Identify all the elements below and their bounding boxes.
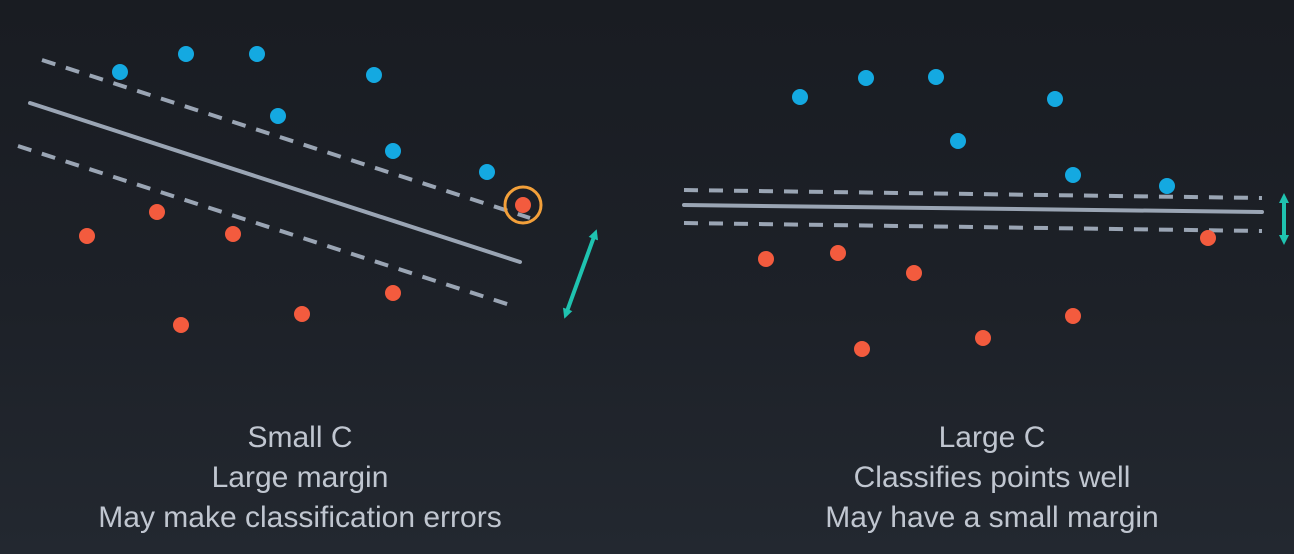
small-c-red-point: [173, 317, 189, 333]
large-c-margin-line: [683, 188, 1263, 200]
large-c-blue-point: [1047, 91, 1063, 107]
small-c-red-point: [225, 226, 241, 242]
large-c-red-point: [906, 265, 922, 281]
large-c-caption: Large C Classifies points well May have …: [692, 418, 1292, 538]
small-c-blue-point: [366, 67, 382, 83]
small-c-blue-point: [385, 143, 401, 159]
large-c-blue-point: [1065, 167, 1081, 183]
large-c-red-point: [975, 330, 991, 346]
small-c-blue-point: [249, 46, 265, 62]
small-c-red-point: [294, 306, 310, 322]
large-c-red-point: [1065, 308, 1081, 324]
small-c-red-point: [515, 197, 531, 213]
large-c-red-point: [830, 245, 846, 261]
small-c-blue-point: [178, 46, 194, 62]
small-c-red-point: [149, 204, 165, 220]
small-c-caption-line-2: Large margin: [211, 461, 389, 494]
small-c-blue-point: [479, 164, 495, 180]
small-c-red-point: [385, 285, 401, 301]
small-c-margin-line: [17, 144, 511, 307]
small-c-margin-line: [41, 58, 531, 220]
large-c-blue-point: [928, 69, 944, 85]
large-c-margin-line: [683, 221, 1263, 233]
small-c-decision-boundary: [28, 101, 522, 264]
small-c-misclassified-highlight: [503, 185, 543, 225]
large-c-caption-line-3: May have a small margin: [825, 501, 1159, 534]
large-c-panel: [682, 69, 1289, 357]
large-c-blue-point: [858, 70, 874, 86]
small-c-caption: Small C Large margin May make classifica…: [0, 418, 600, 538]
large-c-caption-title: Large C: [938, 421, 1046, 454]
large-c-blue-point: [950, 133, 966, 149]
large-c-caption-line-2: Classifies points well: [853, 461, 1131, 494]
small-c-panel: [17, 46, 598, 333]
large-c-blue-point: [1159, 178, 1175, 194]
large-c-red-point: [1200, 230, 1216, 246]
small-c-red-point: [79, 228, 95, 244]
large-c-red-point: [854, 341, 870, 357]
large-c-red-point: [758, 251, 774, 267]
small-c-caption-line-3: May make classification errors: [98, 501, 502, 534]
large-c-blue-point: [792, 89, 808, 105]
large-c-decision-boundary: [682, 203, 1264, 214]
small-c-margin-width-arrow: [563, 229, 598, 319]
small-c-blue-point: [270, 108, 286, 124]
small-c-blue-point: [112, 64, 128, 80]
small-c-caption-title: Small C: [247, 421, 353, 454]
